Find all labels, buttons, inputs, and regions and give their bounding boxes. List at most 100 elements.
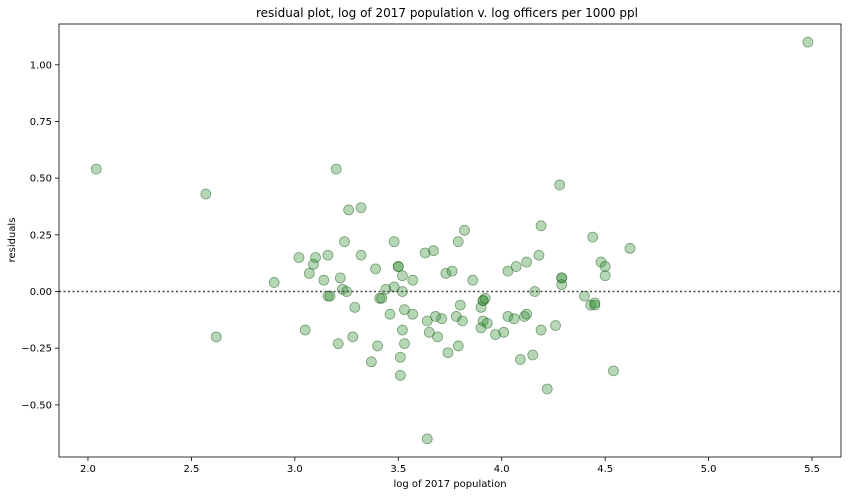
data-point: [535, 220, 547, 232]
data-point: [299, 324, 311, 336]
x-axis: 2.0 2.5 3.0 3.5 4.0 4.5 5.0 5.5: [80, 457, 820, 475]
data-point: [527, 349, 539, 361]
data-point: [457, 315, 468, 327]
data-point: [421, 433, 433, 445]
data-point: [376, 292, 388, 304]
data-point: [200, 188, 212, 200]
data-point: [589, 297, 601, 309]
data-point: [428, 245, 439, 257]
x-tick-label: 5.5: [804, 464, 820, 475]
data-point: [372, 340, 383, 352]
data-point: [308, 258, 319, 270]
x-tick-label: 3.0: [287, 464, 303, 475]
data-point: [392, 261, 404, 272]
data-point: [442, 347, 454, 359]
data-point: [481, 317, 493, 329]
y-tick-label: −0.50: [21, 400, 52, 411]
data-point: [502, 311, 514, 322]
data-point: [388, 281, 400, 293]
data-point: [514, 354, 526, 365]
data-point: [587, 231, 599, 243]
data-point: [490, 329, 501, 340]
data-point: [550, 320, 561, 331]
data-point: [90, 163, 102, 175]
data-point: [508, 313, 520, 325]
x-tick-label: 2.0: [80, 464, 96, 475]
data-point: [419, 247, 431, 259]
data-point: [324, 290, 336, 302]
data-point: [529, 286, 541, 297]
data-point: [599, 261, 611, 272]
data-point: [355, 202, 367, 214]
x-tick-label: 4.5: [597, 464, 613, 475]
data-point: [541, 383, 553, 395]
data-point: [579, 290, 590, 302]
data-point: [498, 326, 510, 338]
data-point: [624, 243, 636, 254]
data-point: [452, 340, 464, 352]
data-point: [446, 265, 458, 277]
data-point: [556, 279, 568, 291]
plot-background: [59, 24, 841, 457]
plot-frame: [58, 23, 842, 458]
data-point: [430, 311, 441, 322]
data-point: [407, 308, 419, 320]
y-tick-label: 1.00: [30, 60, 52, 71]
data-point: [322, 249, 334, 261]
data-point: [467, 274, 479, 286]
x-tick-label: 3.5: [390, 464, 406, 475]
y-axis-label: residuals: [7, 218, 18, 263]
data-point: [268, 277, 280, 288]
data-point: [332, 338, 344, 350]
data-point: [521, 256, 532, 268]
data-point: [303, 267, 315, 279]
data-point: [459, 224, 470, 236]
data-point: [535, 324, 547, 336]
data-point: [475, 301, 487, 313]
data-point: [310, 252, 321, 263]
y-tick-label: 0.50: [30, 174, 52, 185]
data-point: [436, 313, 448, 325]
data-point: [452, 236, 464, 248]
data-point: [343, 204, 355, 216]
data-point: [394, 369, 406, 381]
chart-title: residual plot, log of 2017 population v.…: [256, 6, 638, 20]
data-point: [349, 301, 361, 313]
data-point: [210, 331, 222, 343]
data-point: [510, 261, 522, 272]
data-point: [339, 236, 350, 248]
data-point: [454, 299, 466, 311]
data-point: [521, 308, 532, 320]
data-point: [533, 249, 545, 261]
data-point: [599, 270, 611, 282]
data-point: [421, 315, 433, 327]
data-point: [399, 338, 410, 350]
data-point: [440, 267, 452, 279]
y-axis: −0.50 −0.25 0.00 0.25 0.50 0.75 1.00: [21, 60, 59, 411]
data-point: [334, 272, 346, 284]
x-tick-label: 5.0: [701, 464, 717, 475]
data-point: [802, 36, 814, 48]
data-point: [608, 365, 619, 377]
data-point: [397, 324, 408, 336]
y-tick-label: 0.00: [30, 287, 52, 298]
data-point: [394, 351, 406, 363]
data-point: [407, 274, 419, 286]
data-point: [423, 326, 435, 338]
data-point: [365, 356, 377, 368]
data-point: [554, 179, 566, 191]
data-point: [355, 249, 367, 261]
data-point: [293, 252, 305, 263]
data-point: [399, 304, 410, 316]
y-tick-label: 0.75: [30, 117, 52, 128]
x-axis-label: log of 2017 population: [393, 479, 506, 490]
data-point: [432, 331, 443, 343]
y-tick-label: 0.25: [30, 230, 52, 241]
plot-area: [59, 24, 841, 457]
data-point: [397, 270, 408, 282]
points-layer: [90, 36, 814, 445]
data-point: [502, 265, 514, 277]
data-point: [370, 263, 381, 275]
y-tick-label: −0.25: [21, 344, 52, 355]
